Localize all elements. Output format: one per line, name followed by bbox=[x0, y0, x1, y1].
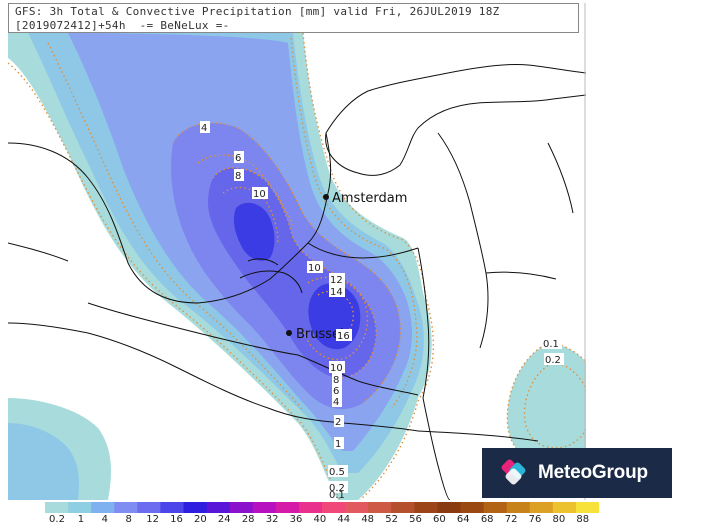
legend-label: 72 bbox=[504, 514, 518, 525]
legend-label: 48 bbox=[361, 514, 375, 525]
legend-swatch bbox=[529, 502, 554, 513]
contour-label-10a: 10 bbox=[253, 189, 266, 200]
legend-label: 12 bbox=[146, 514, 159, 525]
map-title-box: GFS: 3h Total & Convective Precipitation… bbox=[8, 3, 579, 33]
contour-label-10c: 10 bbox=[330, 363, 343, 374]
precip-field-southwest-core bbox=[8, 423, 79, 500]
meteogroup-logo-mark-icon bbox=[501, 459, 526, 485]
legend-swatch bbox=[91, 502, 115, 513]
legend-label: 80 bbox=[552, 514, 566, 525]
legend-swatch bbox=[483, 502, 508, 513]
brussel-label: Brussel bbox=[296, 327, 344, 342]
legend-swatch bbox=[368, 502, 392, 513]
legend-swatch bbox=[552, 502, 577, 513]
legend-label: 36 bbox=[289, 514, 303, 525]
legend-label: 4 bbox=[101, 514, 108, 525]
legend-label: 64 bbox=[456, 514, 470, 525]
contour-label-8b: 8 bbox=[333, 375, 339, 386]
contour-label-16: 16 bbox=[337, 331, 350, 342]
meteogroup-logo-text: MeteoGroup bbox=[538, 462, 648, 483]
contour-label-0p2-east: 0.2 bbox=[545, 355, 561, 366]
legend-swatch bbox=[114, 502, 138, 513]
legend-swatch bbox=[391, 502, 415, 513]
coastlines-borders bbox=[8, 64, 586, 500]
legend-swatch bbox=[252, 502, 277, 513]
legend-label: 8 bbox=[125, 514, 132, 525]
contour-label-8: 8 bbox=[235, 171, 241, 182]
meteogroup-logo: MeteoGroup bbox=[482, 448, 672, 498]
legend-swatch bbox=[298, 502, 323, 513]
legend-swatch bbox=[275, 502, 300, 513]
amsterdam-marker bbox=[323, 194, 329, 200]
legend-label: 68 bbox=[480, 514, 494, 525]
precipitation-map: Amsterdam Brussel 4 6 8 10 10 12 14 16 1… bbox=[8, 3, 586, 500]
legend-swatch bbox=[322, 502, 346, 513]
legend-label: 56 bbox=[409, 514, 422, 525]
legend-swatch bbox=[437, 502, 461, 513]
contour-label-1: 1 bbox=[335, 439, 341, 450]
contour-label-4b: 4 bbox=[333, 397, 339, 408]
contour-label-0p1-east: 0.1 bbox=[543, 339, 559, 350]
legend-swatch bbox=[45, 502, 69, 513]
legend-label: 1 bbox=[77, 514, 85, 525]
brussel-marker bbox=[286, 330, 292, 336]
legend-swatch bbox=[183, 502, 208, 513]
legend-label: 60 bbox=[433, 514, 446, 525]
precip-field-16 bbox=[233, 202, 361, 350]
legend-label: 16 bbox=[170, 514, 183, 525]
contour-label-4: 4 bbox=[201, 123, 207, 134]
legend-label: 88 bbox=[576, 514, 590, 525]
legend-label: 76 bbox=[528, 514, 542, 525]
legend-swatch bbox=[414, 502, 438, 513]
contour-label-0p5: 0.5 bbox=[329, 467, 345, 478]
legend-label: 40 bbox=[313, 514, 327, 525]
legend-color-bar bbox=[45, 502, 599, 513]
legend-label: 52 bbox=[385, 514, 398, 525]
legend-swatch bbox=[345, 502, 369, 513]
legend-label: 24 bbox=[217, 514, 231, 525]
precip-field-east-blob bbox=[507, 343, 586, 466]
legend-swatch bbox=[575, 502, 599, 513]
contour-label-0p1-bottom: 0.1 bbox=[329, 490, 345, 500]
contour-label-2: 2 bbox=[335, 417, 341, 428]
contour-label-14: 14 bbox=[330, 287, 343, 298]
legend-label: 20 bbox=[194, 514, 207, 525]
legend-swatch bbox=[506, 502, 531, 513]
legend-labels: 0.2 1 4 8 12 16 20 24 28 32 36 40 44 48 52 56 60 64 68 72 76… bbox=[0, 514, 725, 528]
contour-label-6: 6 bbox=[235, 153, 241, 164]
legend-label: 0.2 bbox=[49, 514, 65, 525]
map-title-line1: GFS: 3h Total & Convective Precipitation… bbox=[15, 5, 500, 18]
contour-value-labels: 4 6 8 10 10 12 14 16 10 8 6 4 2 1 0.5 0.… bbox=[200, 121, 564, 500]
legend-swatch bbox=[206, 502, 231, 513]
contour-label-0p2: 0.2 bbox=[329, 483, 345, 494]
legend-swatch bbox=[229, 502, 254, 513]
legend-swatch bbox=[460, 502, 485, 513]
contour-label-6b: 6 bbox=[333, 386, 339, 397]
legend-label: 32 bbox=[265, 514, 279, 525]
legend-swatch bbox=[137, 502, 161, 513]
legend-label: 44 bbox=[337, 514, 351, 525]
legend-label: 28 bbox=[241, 514, 255, 525]
map-title-line2: [2019072412]+54h -= BeNeLux =- bbox=[15, 19, 230, 32]
amsterdam-label: Amsterdam bbox=[332, 191, 407, 206]
legend-swatch bbox=[160, 502, 184, 513]
contour-label-12: 12 bbox=[330, 275, 343, 286]
contour-label-10b: 10 bbox=[308, 263, 321, 274]
legend-swatch bbox=[68, 502, 92, 513]
